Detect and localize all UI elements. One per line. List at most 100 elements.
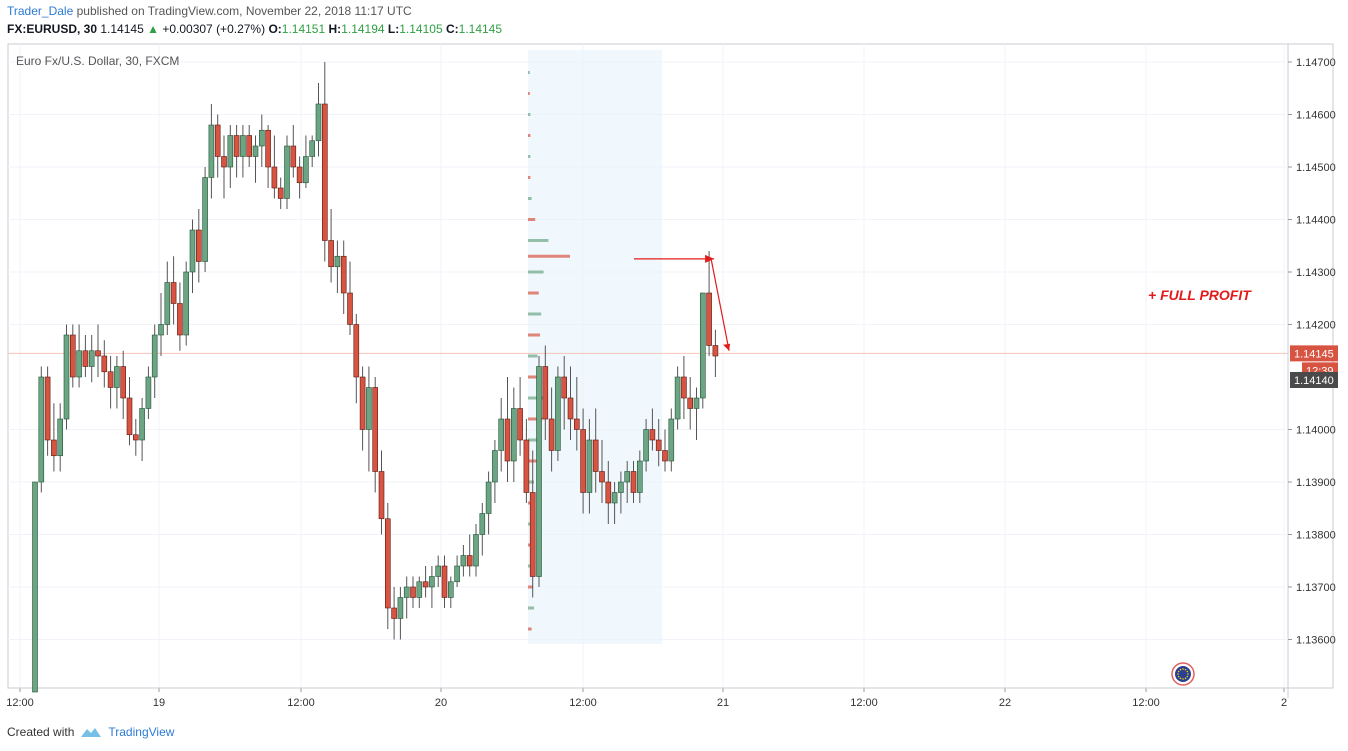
candle-body (303, 156, 309, 184)
eu-star (1177, 670, 1180, 673)
candle-body (340, 255, 347, 294)
eu-star (1179, 668, 1182, 671)
created-with-text: Created with (7, 725, 75, 739)
volume-profile-bar (528, 218, 536, 221)
candle-body (44, 376, 51, 441)
current-price-label: 1.14145 (1294, 348, 1334, 360)
volume-profile-bar (528, 417, 543, 421)
candle-body (208, 124, 215, 178)
profit-arrow-head-icon (723, 343, 731, 351)
candle-body (542, 366, 549, 420)
candle-body (529, 492, 536, 577)
candle-body (504, 418, 511, 462)
symbol-label: FX:EURUSD, 30 (7, 22, 98, 36)
y-tick-label: 1.13900 (1296, 477, 1336, 489)
tradingview-logo-icon (81, 728, 102, 737)
volume-profile-bar (528, 585, 533, 589)
candle-body (38, 376, 45, 483)
candle-body (479, 513, 486, 535)
candle-body (580, 429, 586, 493)
candle-body (233, 135, 240, 157)
candle-body (202, 177, 208, 262)
volume-profile-bar (528, 438, 540, 442)
candle-body (630, 471, 637, 493)
volume-profile-bar (528, 543, 531, 547)
candle-body (397, 597, 404, 619)
last-price: 1.14145 (100, 22, 144, 36)
eu-star (1179, 677, 1182, 680)
tradingview-link[interactable]: TradingView (108, 725, 175, 739)
candle-body (668, 418, 675, 462)
eu-star (1184, 677, 1187, 680)
candle-body (359, 376, 366, 430)
candle-body (120, 366, 126, 399)
candle-body (636, 460, 643, 493)
candle-body (435, 565, 442, 577)
candle-body (372, 387, 379, 472)
eu-star (1187, 673, 1189, 675)
eu-flag-inner (1175, 666, 1191, 682)
candle-body (334, 255, 341, 268)
y-tick-label: 1.13800 (1296, 530, 1336, 542)
candle-body (447, 581, 454, 598)
candle-body (586, 439, 593, 493)
candle-body (536, 366, 542, 577)
candle-body (706, 292, 712, 346)
candle-body (649, 429, 656, 441)
publish-text: published on TradingView.com, November 2… (73, 4, 412, 18)
candle-body (70, 334, 76, 378)
author-link[interactable]: Trader_Dale (7, 4, 74, 18)
volume-profile-bar (528, 333, 540, 337)
volume-profile-bar (528, 197, 532, 200)
volume-profile-bar (528, 522, 531, 526)
candle-body (624, 471, 631, 483)
candle-body (353, 324, 360, 378)
volume-profile-bar (528, 71, 530, 74)
profit-arrow-line (710, 258, 730, 351)
candle-body (196, 229, 202, 262)
eu-star (1184, 668, 1187, 671)
candle-body (517, 408, 523, 441)
candle-body (290, 145, 297, 168)
volume-profile-bar (528, 501, 532, 505)
candle-body (114, 366, 120, 388)
candle-body (485, 481, 492, 514)
candle-body (133, 434, 139, 441)
low-value: 1.14105 (399, 22, 443, 36)
candle-body (573, 418, 580, 430)
candle-body (605, 481, 612, 504)
x-tick-label: 12:00 (6, 697, 34, 709)
candle-body (561, 376, 568, 399)
candle-body (643, 429, 649, 462)
candle-body (88, 350, 95, 367)
candle-body (592, 439, 599, 472)
candle-body (170, 282, 177, 304)
publish-info: Trader_Dale published on TradingView.com… (7, 4, 412, 18)
candle-body (189, 229, 196, 273)
candle-body (391, 607, 397, 619)
volume-profile-bar (528, 239, 549, 242)
candle-body (82, 350, 89, 367)
candle-body (347, 292, 353, 325)
plot-frame (7, 43, 1334, 689)
candle-body (466, 555, 473, 567)
candle-body (309, 140, 316, 157)
x-tick-label: 21 (717, 697, 729, 709)
candle-body (366, 387, 372, 430)
current-price-badge (1290, 345, 1338, 362)
candle-body (164, 282, 171, 325)
candle-body (498, 418, 505, 451)
up-triangle-icon: ▲ (147, 22, 159, 36)
y-tick-label: 1.14200 (1296, 320, 1336, 332)
candle-body (523, 439, 530, 493)
candle-body (265, 129, 271, 168)
candle-body (139, 408, 145, 441)
candle-body (214, 124, 221, 157)
x-tick-label: 19 (153, 697, 165, 709)
candle-body (296, 166, 303, 184)
close-value: 1.14145 (458, 22, 503, 36)
x-tick-label: 12:00 (850, 697, 878, 709)
low-label: L: (387, 22, 400, 36)
candle-body (473, 534, 479, 567)
